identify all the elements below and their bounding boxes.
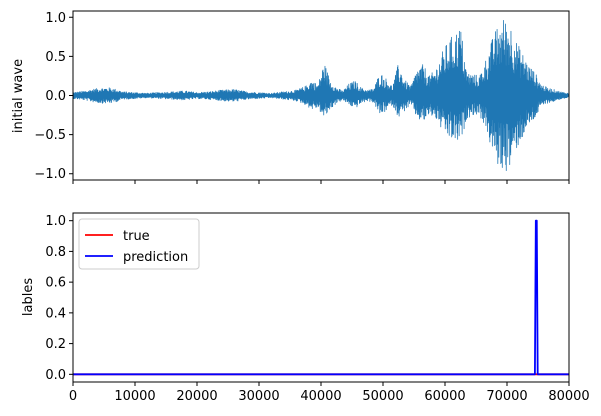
top-y-tick-label: 1.0 bbox=[45, 11, 66, 26]
bottom-x-tick-label: 80000 bbox=[548, 389, 589, 404]
legend-label-prediction: prediction bbox=[123, 250, 188, 265]
top-y-tick-label: 0.5 bbox=[45, 50, 66, 65]
bottom-y-tick-label: 0.8 bbox=[45, 245, 66, 260]
bottom-x-tick-label: 30000 bbox=[238, 389, 279, 404]
bottom-y-tick-label: 0.0 bbox=[45, 368, 66, 383]
bottom-x-tick-label: 20000 bbox=[176, 389, 217, 404]
legend-label-true: true bbox=[123, 229, 150, 244]
bottom-y-tick-label: 1.0 bbox=[45, 214, 66, 229]
bottom-x-tick-label: 40000 bbox=[300, 389, 341, 404]
bottom-y-tick-label: 0.4 bbox=[45, 306, 66, 321]
bottom-x-tick-label: 10000 bbox=[114, 389, 155, 404]
top-y-tick-label: 0.0 bbox=[45, 89, 66, 104]
bottom-x-tick-label: 70000 bbox=[486, 389, 527, 404]
legend: true prediction bbox=[79, 219, 199, 269]
top-y-tick-label: −0.5 bbox=[34, 128, 66, 143]
bottom-y-tick-label: 0.2 bbox=[45, 337, 66, 352]
top-y-tick-label: −1.0 bbox=[34, 167, 66, 182]
bottom-y-tick-label: 0.6 bbox=[45, 276, 66, 291]
bottom-y-axis-label: lables bbox=[21, 278, 36, 316]
bottom-x-tick-label: 0 bbox=[69, 389, 77, 404]
bottom-x-tick-label: 60000 bbox=[424, 389, 465, 404]
bottom-x-tick-label: 50000 bbox=[362, 389, 403, 404]
top-y-axis-label: initial wave bbox=[11, 59, 26, 133]
